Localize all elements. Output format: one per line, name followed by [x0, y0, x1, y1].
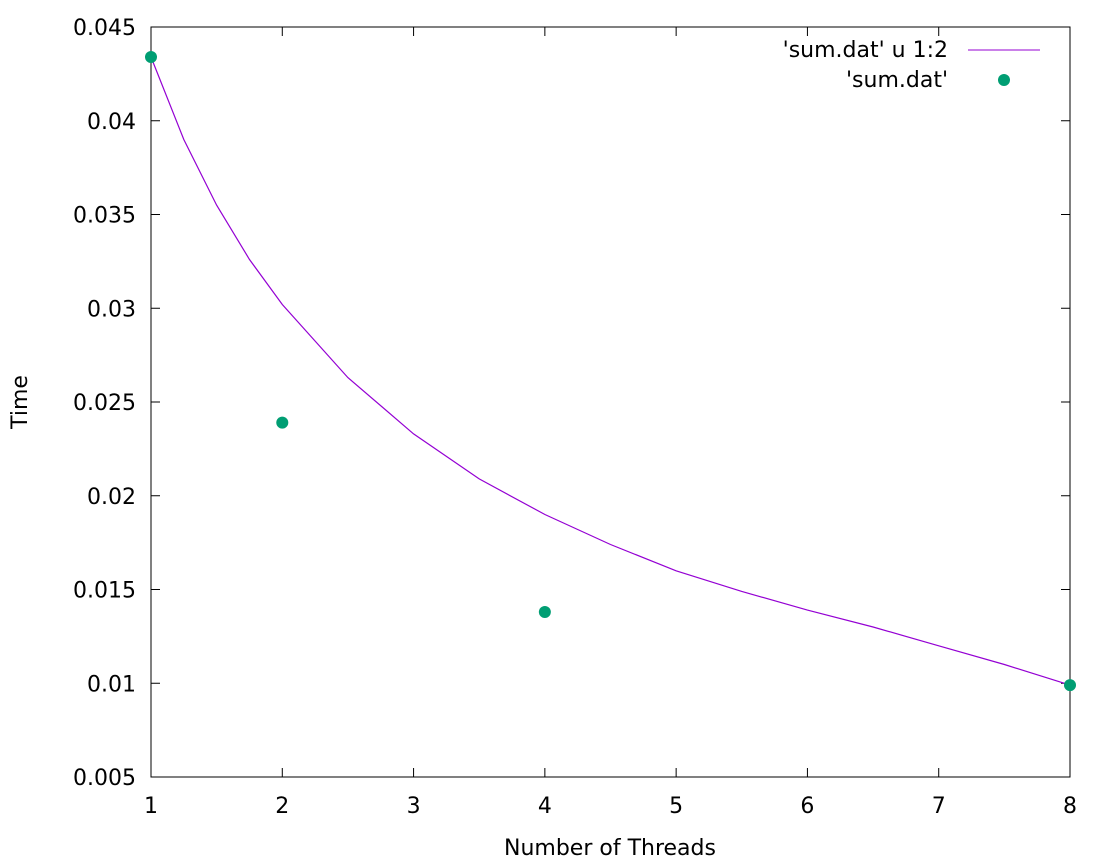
legend-swatch-points — [998, 74, 1010, 86]
x-axis-label: Number of Threads — [504, 836, 716, 861]
legend-label-line: 'sum.dat' u 1:2 — [783, 38, 948, 63]
x-tick-label: 6 — [800, 794, 814, 819]
x-tick-label: 4 — [538, 794, 552, 819]
y-tick-label: 0.01 — [87, 672, 136, 697]
x-tick-label: 5 — [669, 794, 683, 819]
data-point — [145, 51, 157, 63]
data-point — [276, 416, 289, 429]
legend: 'sum.dat' u 1:2 'sum.dat' — [783, 38, 1040, 93]
series-layer — [145, 51, 1076, 692]
x-tick-labels: 1 2 3 4 5 6 7 8 — [144, 794, 1077, 819]
x-tick-label: 7 — [932, 794, 946, 819]
x-tick-label: 8 — [1063, 794, 1077, 819]
x-tick-label: 2 — [275, 794, 289, 819]
y-tick-label: 0.015 — [73, 579, 136, 604]
data-point — [538, 606, 551, 618]
data-point — [1064, 679, 1076, 692]
y-tick-label: 0.025 — [73, 391, 136, 416]
plot-frame — [150, 26, 1071, 778]
x-tick-label: 3 — [407, 794, 421, 819]
y-tick-label: 0.045 — [73, 16, 136, 41]
y-axis-label: Time — [8, 375, 33, 430]
y-tick-label: 0.035 — [73, 204, 136, 229]
axis-ticks — [150, 26, 1071, 778]
x-tick-label: 1 — [144, 794, 158, 819]
y-tick-label: 0.02 — [87, 485, 136, 510]
y-tick-labels: 0.005 0.01 0.015 0.02 0.025 0.03 0.035 0.04 0.04… — [73, 16, 136, 791]
y-tick-label: 0.04 — [87, 110, 136, 135]
y-tick-label: 0.005 — [73, 766, 136, 791]
legend-label-points: 'sum.dat' — [846, 68, 948, 93]
y-tick-label: 0.03 — [87, 297, 136, 322]
series-line — [150, 56, 1071, 686]
